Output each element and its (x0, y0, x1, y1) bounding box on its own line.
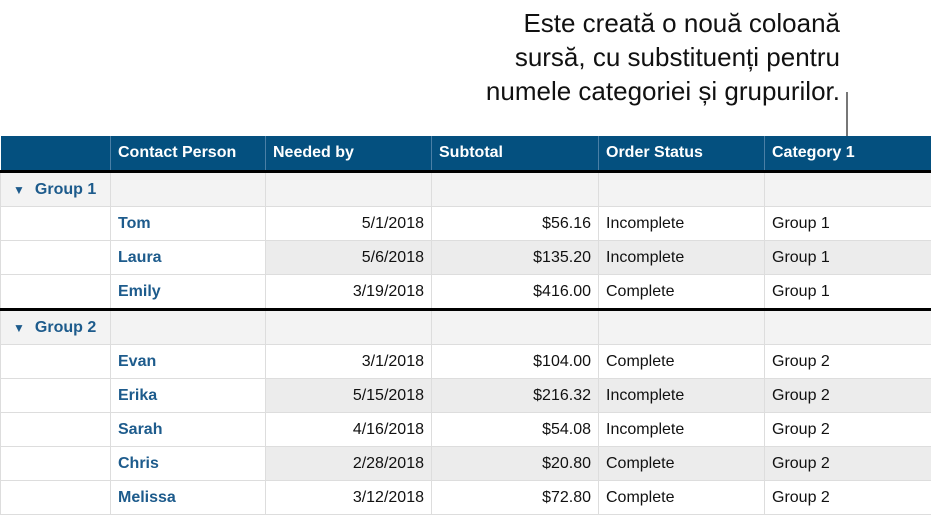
order-status-cell[interactable]: Incomplete (598, 206, 765, 241)
group-label-cell[interactable]: ▼ Group 1 (0, 171, 111, 207)
empty-cell[interactable] (110, 309, 266, 345)
row-blank-cell[interactable] (0, 206, 111, 241)
order-status-cell[interactable]: Incomplete (598, 378, 765, 413)
group-label: Group 2 (34, 318, 97, 336)
group-row: ▼ Group 2 (0, 309, 931, 345)
header-order-status[interactable]: Order Status (598, 136, 765, 173)
contact-cell[interactable]: Emily (110, 274, 266, 311)
order-status-cell[interactable]: Complete (598, 480, 765, 515)
contact-cell[interactable]: Melissa (110, 480, 266, 515)
row-blank-cell[interactable] (0, 240, 111, 275)
category-cell[interactable]: Group 1 (764, 274, 931, 311)
data-table: Contact Person Needed by Subtotal Order … (0, 136, 931, 515)
category-cell[interactable]: Group 1 (764, 206, 931, 241)
empty-cell[interactable] (431, 171, 599, 207)
order-status-cell[interactable]: Complete (598, 274, 765, 311)
category-cell[interactable]: Group 2 (764, 378, 931, 413)
subtotal-cell[interactable]: $72.80 (431, 480, 599, 515)
disclosure-triangle-icon[interactable]: ▼ (13, 182, 25, 197)
group-label: Group 1 (34, 180, 97, 198)
header-cell-blank[interactable] (0, 136, 111, 173)
order-status-cell[interactable]: Incomplete (598, 412, 765, 447)
category-cell[interactable]: Group 2 (764, 480, 931, 515)
order-status-cell[interactable]: Incomplete (598, 240, 765, 275)
row-blank-cell[interactable] (0, 446, 111, 481)
row-blank-cell[interactable] (0, 412, 111, 447)
needed-by-cell[interactable]: 3/19/2018 (265, 274, 432, 311)
needed-by-cell[interactable]: 5/15/2018 (265, 378, 432, 413)
contact-cell[interactable]: Laura (110, 240, 266, 275)
category-cell[interactable]: Group 2 (764, 344, 931, 379)
table-row: Laura 5/6/2018 $135.20 Incomplete Group … (0, 240, 931, 275)
table-row: Emily 3/19/2018 $416.00 Complete Group 1 (0, 274, 931, 311)
empty-cell[interactable] (764, 171, 931, 207)
contact-cell[interactable]: Erika (110, 378, 266, 413)
needed-by-cell[interactable]: 5/6/2018 (265, 240, 432, 275)
row-blank-cell[interactable] (0, 480, 111, 515)
header-subtotal[interactable]: Subtotal (431, 136, 599, 173)
needed-by-cell[interactable]: 2/28/2018 (265, 446, 432, 481)
category-cell[interactable]: Group 1 (764, 240, 931, 275)
callout-line: Este creată o nouă coloană (523, 8, 840, 38)
needed-by-cell[interactable]: 5/1/2018 (265, 206, 432, 241)
empty-cell[interactable] (431, 309, 599, 345)
table-row: Erika 5/15/2018 $216.32 Incomplete Group… (0, 378, 931, 413)
callout-line: sursă, cu substituenți pentru (514, 42, 840, 72)
row-blank-cell[interactable] (0, 378, 111, 413)
empty-cell[interactable] (764, 309, 931, 345)
subtotal-cell[interactable]: $104.00 (431, 344, 599, 379)
group-label-cell[interactable]: ▼ Group 2 (0, 309, 111, 345)
callout-leader-line (846, 92, 848, 136)
subtotal-cell[interactable]: $20.80 (431, 446, 599, 481)
disclosure-triangle-icon[interactable]: ▼ (13, 320, 25, 335)
subtotal-cell[interactable]: $56.16 (431, 206, 599, 241)
order-status-cell[interactable]: Complete (598, 344, 765, 379)
needed-by-cell[interactable]: 4/16/2018 (265, 412, 432, 447)
needed-by-cell[interactable]: 3/1/2018 (265, 344, 432, 379)
order-status-cell[interactable]: Complete (598, 446, 765, 481)
row-blank-cell[interactable] (0, 344, 111, 379)
table-row: Chris 2/28/2018 $20.80 Complete Group 2 (0, 446, 931, 481)
subtotal-cell[interactable]: $54.08 (431, 412, 599, 447)
empty-cell[interactable] (598, 171, 765, 207)
empty-cell[interactable] (598, 309, 765, 345)
callout-line: numele categoriei și grupurilor. (485, 76, 840, 106)
needed-by-cell[interactable]: 3/12/2018 (265, 480, 432, 515)
table-row: Evan 3/1/2018 $104.00 Complete Group 2 (0, 344, 931, 379)
header-row: Contact Person Needed by Subtotal Order … (0, 136, 931, 173)
row-blank-cell[interactable] (0, 274, 111, 311)
header-contact-person[interactable]: Contact Person (110, 136, 266, 173)
subtotal-cell[interactable]: $216.32 (431, 378, 599, 413)
contact-cell[interactable]: Chris (110, 446, 266, 481)
header-category-1[interactable]: Category 1 (764, 136, 931, 173)
header-needed-by[interactable]: Needed by (265, 136, 432, 173)
group-row: ▼ Group 1 (0, 171, 931, 207)
contact-cell[interactable]: Sarah (110, 412, 266, 447)
callout-text: Este creată o nouă coloană sursă, cu sub… (320, 6, 840, 108)
subtotal-cell[interactable]: $416.00 (431, 274, 599, 311)
table-row: Sarah 4/16/2018 $54.08 Incomplete Group … (0, 412, 931, 447)
category-cell[interactable]: Group 2 (764, 446, 931, 481)
empty-cell[interactable] (265, 171, 432, 207)
subtotal-cell[interactable]: $135.20 (431, 240, 599, 275)
contact-cell[interactable]: Evan (110, 344, 266, 379)
empty-cell[interactable] (265, 309, 432, 345)
table-row: Melissa 3/12/2018 $72.80 Complete Group … (0, 480, 931, 515)
table-row: Tom 5/1/2018 $56.16 Incomplete Group 1 (0, 206, 931, 241)
contact-cell[interactable]: Tom (110, 206, 266, 241)
category-cell[interactable]: Group 2 (764, 412, 931, 447)
empty-cell[interactable] (110, 171, 266, 207)
